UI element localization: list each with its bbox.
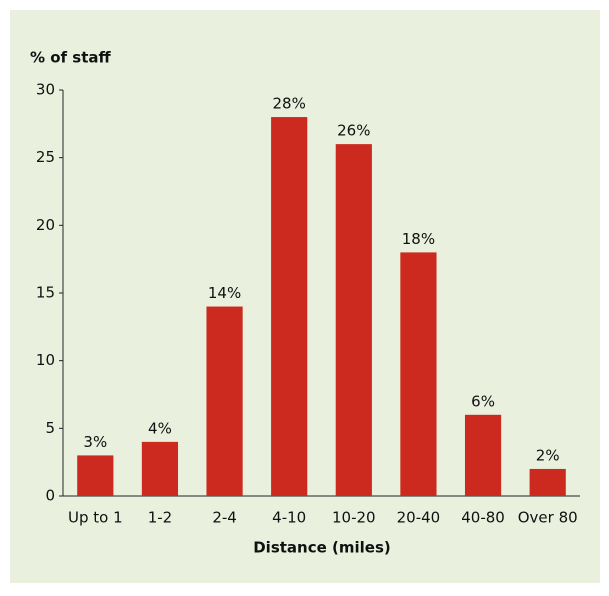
x-tick-label: Up to 1 — [68, 509, 123, 527]
value-label: 2% — [536, 446, 560, 464]
x-tick-label: 10-20 — [332, 509, 376, 527]
value-label: 26% — [337, 122, 370, 140]
value-label: 18% — [402, 230, 435, 248]
value-label: 4% — [148, 419, 172, 437]
y-tick-label: 5 — [45, 419, 55, 437]
y-tick-label: 25 — [36, 148, 55, 166]
bar — [77, 455, 114, 496]
y-axis-label: % of staff — [30, 49, 112, 67]
bar — [206, 306, 243, 496]
bar — [271, 117, 308, 497]
value-label: 14% — [208, 284, 241, 302]
y-tick-label: 30 — [36, 81, 55, 99]
x-tick-label: 1-2 — [148, 509, 173, 527]
value-label: 6% — [471, 392, 495, 410]
y-tick-label: 15 — [36, 284, 55, 302]
bar — [529, 468, 566, 496]
bar — [400, 252, 437, 496]
value-label: 3% — [83, 433, 107, 451]
x-tick-label: 4-10 — [272, 509, 306, 527]
x-tick-label: 40-80 — [461, 509, 505, 527]
bar — [335, 144, 372, 496]
bar — [464, 414, 502, 496]
bar — [141, 441, 179, 496]
x-tick-label: Over 80 — [518, 509, 578, 527]
y-tick-label: 20 — [36, 216, 55, 234]
y-tick-label: 0 — [45, 487, 55, 505]
value-label: 28% — [273, 95, 306, 113]
y-tick-label: 10 — [36, 351, 55, 369]
x-tick-label: 2-4 — [212, 509, 237, 527]
x-tick-label: 20-40 — [397, 509, 441, 527]
x-axis-label: Distance (miles) — [253, 539, 391, 557]
